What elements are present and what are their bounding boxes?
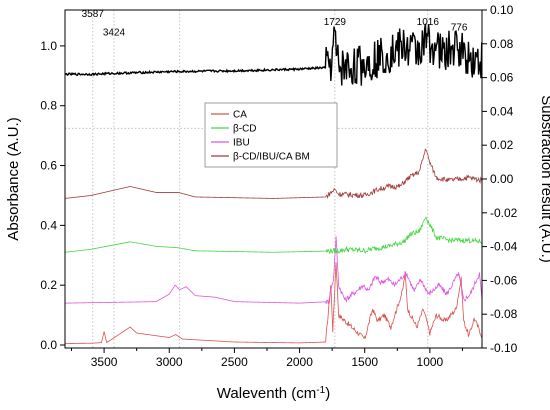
series-line-ibu [64,236,483,305]
peak-label-3587: 3587 [82,9,105,20]
x-tick-label: 3500 [91,355,118,369]
plot-border [64,9,483,349]
y-right-tick-label: -0.02 [490,206,518,220]
peak-label-776: 776 [451,22,468,33]
peak-label-1016: 1016 [417,17,440,28]
series-line-cd-ibu-ca-bm [64,148,483,200]
x-tick-label: 2000 [286,355,313,369]
y-tick-label: 0.4 [40,218,57,232]
x-tick-label: 1500 [351,355,378,369]
y-right-axis-ticks: -0.10 -0.08 -0.06 -0.04 -0.02 0.00 0.02 0.04 0.0… [482,3,518,355]
x-axis-ticks: 3500 3000 2500 2000 1500 1000 [71,348,463,369]
grid-lines [65,10,482,348]
y-tick-label: 0.6 [40,159,57,173]
y-right-tick-label: -0.06 [490,273,518,287]
y-right-tick-label: 0.10 [490,3,514,17]
y-right-tick-label: 0.06 [490,71,514,85]
y-right-tick-label: -0.08 [490,307,518,321]
series-line-cd [64,216,483,255]
legend-label-ca: CA [233,110,247,121]
y-right-tick-label: -0.04 [490,240,518,254]
y-tick-label: 0.0 [40,338,57,352]
x-tick-label: 3000 [156,355,183,369]
x-axis-label: Waleventh (cm-1) [217,385,330,402]
series-line-ca [65,262,483,344]
plot-frame [64,9,483,349]
legend: CA β-CD IBU β-CD/IBU/CA BM [204,102,338,168]
y-right-tick-label: 0.08 [490,37,514,51]
x-tick-label: 1000 [417,355,444,369]
y-right-tick-label: 0.04 [490,104,514,118]
y-right-axis-label: Substraction result (A.U.) [538,95,550,263]
peak-label-3424: 3424 [103,27,126,38]
y-right-tick-label: 0.02 [490,138,514,152]
spectra-series [64,23,483,344]
y-axis-label: Absorbance (A.U.) [5,117,22,240]
legend-label-cd-ibu-ca-bm: β-CD/IBU/CA BM [233,152,310,163]
y-tick-label: 0.2 [40,278,57,292]
x-tick-label: 2500 [221,355,248,369]
legend-label-ibu: IBU [233,138,250,149]
legend-label-cd: β-CD [233,124,257,135]
y-right-tick-label: 0.00 [490,172,514,186]
y-right-tick-label: -0.10 [490,341,518,355]
series-line-substraction-result [64,23,483,86]
y-tick-label: 1.0 [40,39,57,53]
y-tick-label: 0.8 [40,99,57,113]
y-axis-ticks: 0.0 0.2 0.4 0.6 0.8 1.0 [40,39,65,352]
peak-label-1729: 1729 [324,17,347,28]
peak-annotations: 3587 3424 1729 1016 776 [82,9,468,39]
